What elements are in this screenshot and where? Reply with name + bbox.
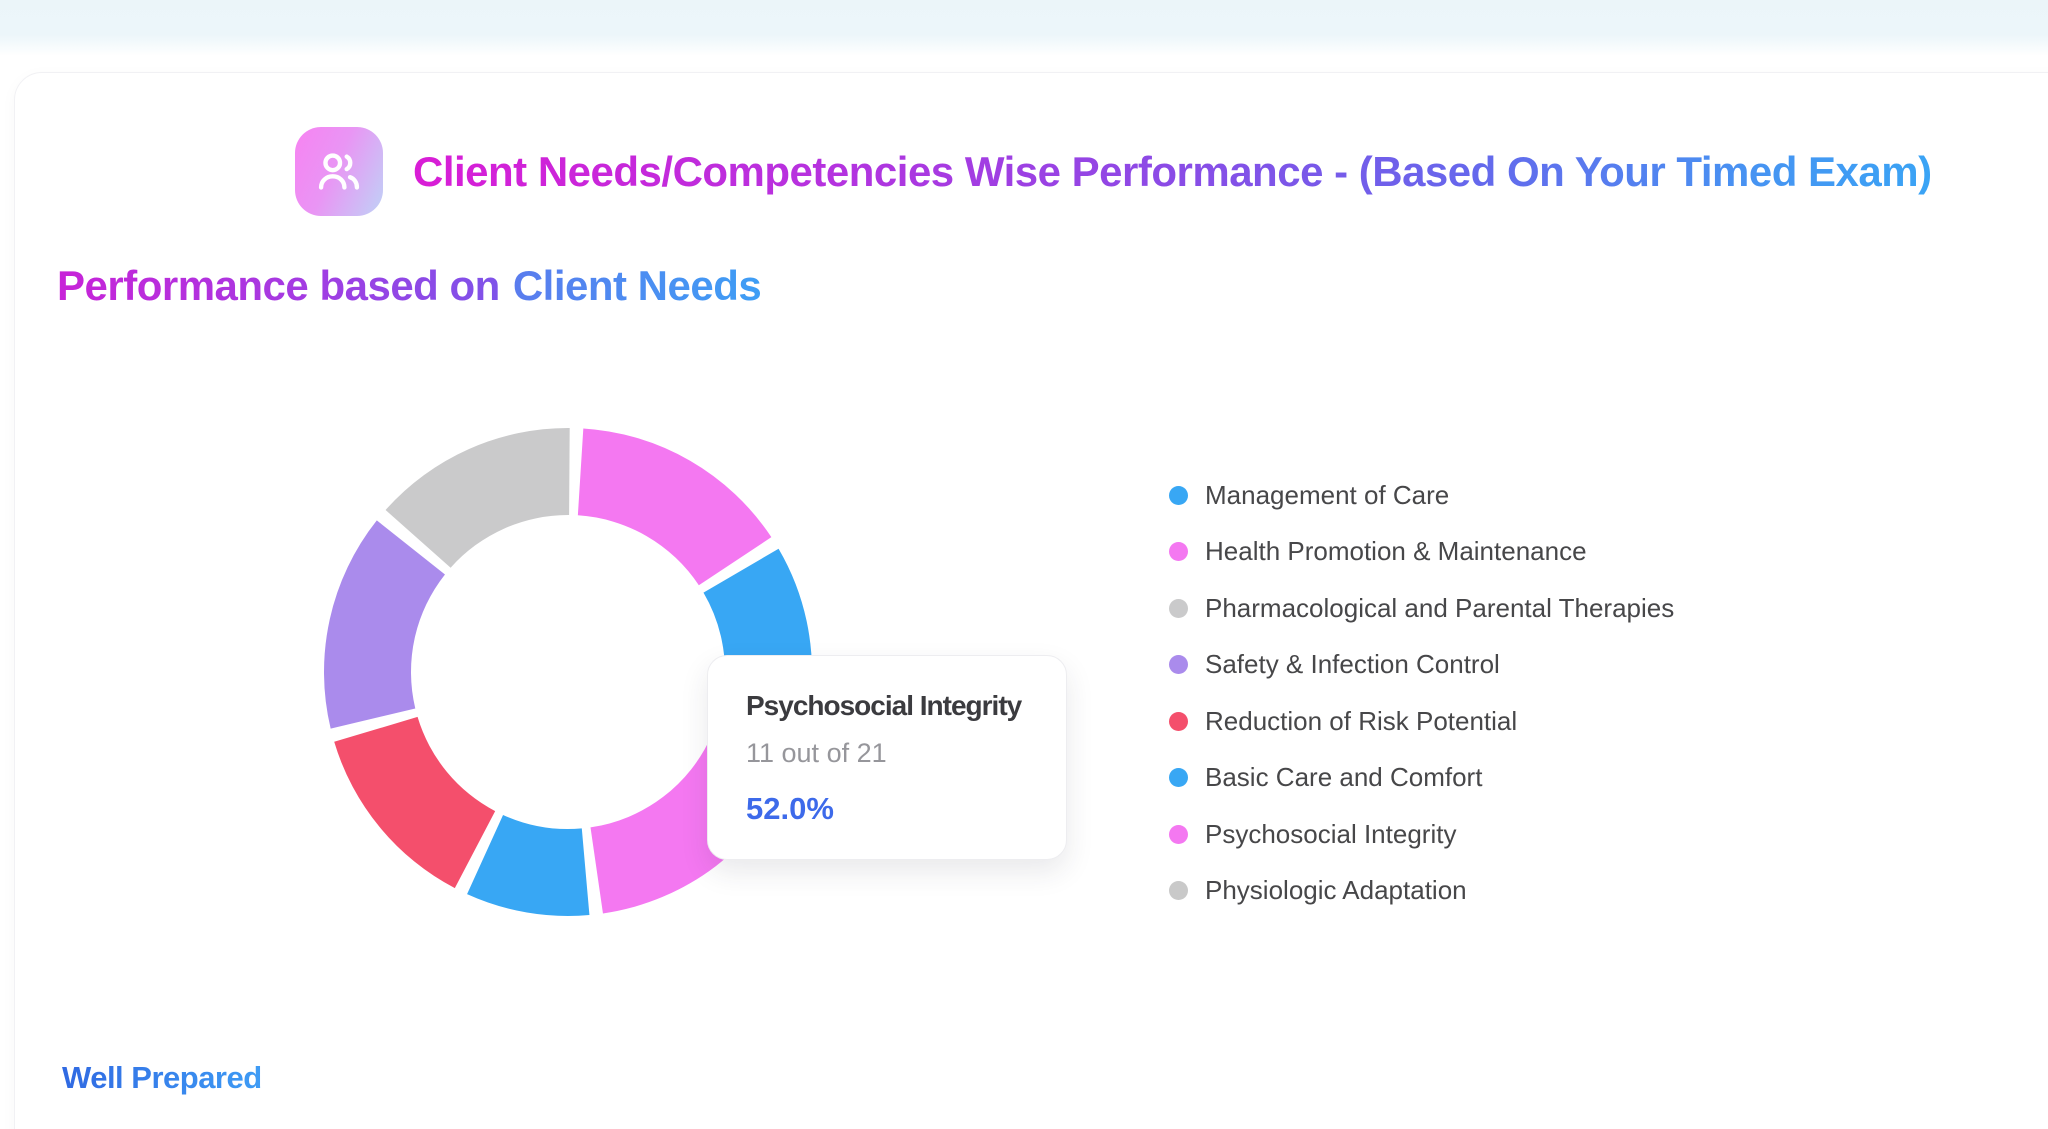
- donut-slice-reduction-of-risk-potential[interactable]: [334, 716, 496, 889]
- legend-item[interactable]: Pharmacological and Parental Therapies: [1169, 580, 1674, 637]
- legend-item-label: Health Promotion & Maintenance: [1205, 536, 1587, 567]
- tooltip-category-label: Psychosocial Integrity: [746, 690, 1022, 721]
- icon-badge: [295, 127, 383, 216]
- tooltip-score-detail: 11 out of 21: [746, 738, 887, 768]
- legend-item[interactable]: Basic Care and Comfort: [1169, 750, 1674, 807]
- legend-item-label: Management of Care: [1205, 479, 1450, 510]
- legend-item[interactable]: Health Promotion & Maintenance: [1169, 524, 1674, 581]
- legend-dot: [1169, 485, 1188, 505]
- header: Client Needs/Competencies Wise Performan…: [295, 127, 1932, 216]
- donut-slice-pharmacological-and-parental-therapies[interactable]: [385, 428, 570, 568]
- donut-slice-safety-infection-control[interactable]: [324, 520, 445, 729]
- section-heading: Performance based on Client Needs: [57, 262, 762, 310]
- legend-item[interactable]: Reduction of Risk Potential: [1169, 693, 1674, 750]
- section-heading-primary: Performance based on: [57, 262, 500, 309]
- legend-item-label: Basic Care and Comfort: [1205, 762, 1483, 793]
- legend-dot: [1169, 542, 1188, 562]
- legend-item-label: Reduction of Risk Potential: [1205, 705, 1518, 736]
- chart-tooltip: Psychosocial Integrity 11 out of 21 52.0…: [707, 655, 1067, 860]
- legend-item-label: Psychosocial Integrity: [1205, 818, 1457, 849]
- top-strip: [0, 0, 2048, 56]
- legend-item[interactable]: Management of Care: [1169, 467, 1674, 524]
- users-icon: [318, 152, 360, 190]
- legend-dot: [1169, 711, 1188, 731]
- legend-dot: [1169, 598, 1188, 618]
- legend-item[interactable]: Physiologic Adaptation: [1169, 863, 1674, 920]
- legend-dot: [1169, 881, 1188, 901]
- page-title: Client Needs/Competencies Wise Performan…: [413, 147, 1932, 195]
- chart-legend: Management of Care Health Promotion & Mai…: [1169, 467, 1674, 919]
- legend-dot: [1169, 824, 1188, 844]
- legend-item[interactable]: Psychosocial Integrity: [1169, 806, 1674, 863]
- legend-item-label: Physiologic Adaptation: [1205, 875, 1467, 906]
- tooltip-percent: 52.0%: [746, 791, 834, 826]
- legend-dot: [1169, 768, 1188, 788]
- donut-slice-health-promotion-maintenance[interactable]: [577, 428, 772, 586]
- status-heading-well-prepared: Well Prepared: [62, 1060, 262, 1095]
- legend-dot: [1169, 655, 1188, 675]
- legend-item-label: Pharmacological and Parental Therapies: [1205, 592, 1675, 623]
- section-heading-secondary: Client Needs: [512, 262, 762, 309]
- donut-slice-basic-care-and-comfort[interactable]: [467, 814, 590, 917]
- legend-item[interactable]: Safety & Infection Control: [1169, 637, 1674, 694]
- donut-chart: [324, 428, 812, 917]
- legend-item-label: Safety & Infection Control: [1205, 649, 1500, 680]
